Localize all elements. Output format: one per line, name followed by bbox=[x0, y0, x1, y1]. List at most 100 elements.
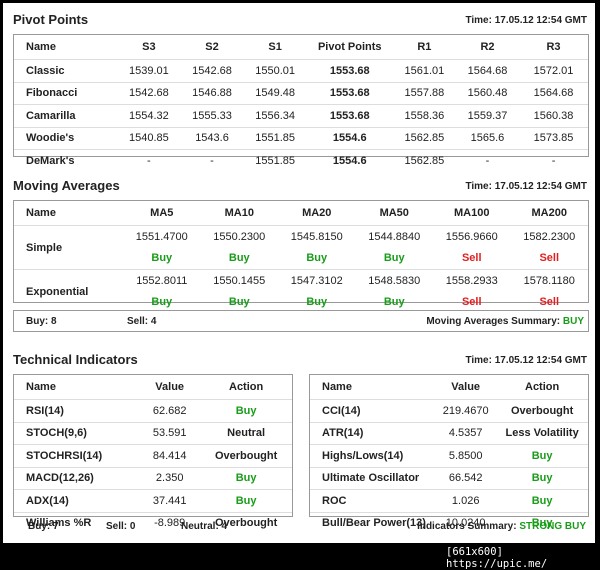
ti-action: Buy bbox=[200, 489, 292, 512]
ti-row: ATR(14) 4.5357 Less Volatility bbox=[310, 421, 588, 445]
ma-action: Buy bbox=[151, 252, 173, 265]
ma-summary-buy: Buy: 8 bbox=[26, 316, 57, 327]
pivot-cell: 1553.68 bbox=[306, 59, 393, 82]
ti-action: Overbought bbox=[200, 511, 292, 534]
ma-value: 1545.8150 bbox=[278, 225, 356, 248]
ti-action: Overbought bbox=[200, 444, 292, 467]
ma-row-exponential-actions: Buy Buy Buy Buy Sell Sell bbox=[14, 292, 588, 314]
ti-value: 84.414 bbox=[139, 444, 201, 467]
ma-value: 1547.3102 bbox=[278, 269, 356, 292]
ti-value: 5.8500 bbox=[435, 444, 497, 467]
ma-summary-sell: Sell: 4 bbox=[127, 316, 157, 327]
pivot-cell: 1564.68 bbox=[519, 81, 588, 105]
pivot-row-name: Woodie's bbox=[14, 126, 118, 150]
ti-value: 62.682 bbox=[139, 399, 201, 422]
ma-value: 1556.9660 bbox=[432, 225, 511, 248]
pivot-cell: - bbox=[455, 149, 520, 172]
pivot-cell: 1562.85 bbox=[392, 149, 456, 172]
ti-action: Buy bbox=[496, 511, 588, 534]
ti-row: STOCHRSI(14) 84.414 Overbought bbox=[14, 444, 292, 467]
pivot-cell: 1564.68 bbox=[455, 59, 520, 82]
pivot-row: Classic 1539.01 1542.68 1550.01 1553.68 1561.… bbox=[14, 59, 588, 82]
ma-header-4: MA50 bbox=[379, 207, 409, 219]
ti-name: Bull/Bear Power(13) bbox=[310, 511, 436, 534]
pivot-cell: 1540.85 bbox=[117, 126, 181, 150]
ti-action: Neutral bbox=[200, 421, 292, 445]
ma-value: 1582.2300 bbox=[510, 225, 588, 248]
ma-row-simple-label: Simple bbox=[14, 225, 124, 270]
ti-summary-neutral: Neutral: 4 bbox=[181, 521, 228, 532]
ti-value: 1.026 bbox=[435, 489, 497, 512]
ti-value: 53.591 bbox=[139, 421, 201, 445]
ti-row: Highs/Lows(14) 5.8500 Buy bbox=[310, 444, 588, 467]
ma-row-simple-values: Simple 1551.4700 1550.2300 1545.8150 1544.88… bbox=[14, 225, 588, 270]
pivot-cell: 1556.34 bbox=[243, 104, 307, 127]
pivot-cell: 1542.68 bbox=[180, 59, 244, 82]
pivot-header-2: S2 bbox=[205, 41, 219, 53]
ti-action: Buy bbox=[496, 444, 588, 467]
pivot-row-name: DeMark's bbox=[14, 149, 118, 172]
pivot-cell: - bbox=[117, 149, 181, 172]
ti-row: ADX(14) 37.441 Buy bbox=[14, 489, 292, 512]
pivot-row-name: Camarilla bbox=[14, 104, 118, 127]
pivot-cell: 1562.85 bbox=[392, 126, 456, 150]
pivot-table: Name S3 S2 S1 Pivot Points R1 R2 R3 Classic 1539… bbox=[14, 35, 588, 172]
pivot-title: Pivot Points bbox=[13, 12, 89, 27]
ma-action: Buy bbox=[383, 296, 405, 309]
ti-value: 10.0240 bbox=[435, 511, 497, 534]
ti-left-box: Name Value Action RSI(14) 62.682 Buy STOCH(9,… bbox=[13, 374, 293, 534]
pivot-cell: 1553.68 bbox=[306, 104, 393, 127]
pivot-cell: 1539.01 bbox=[117, 59, 181, 82]
pivot-cell: 1550.01 bbox=[243, 59, 307, 82]
ma-action: Buy bbox=[306, 252, 328, 265]
ti-right-table: Name Value Action CCI(14) 219.4670 Overbough… bbox=[310, 375, 588, 534]
pivot-cell: 1551.85 bbox=[243, 149, 307, 172]
pivot-header-3: S1 bbox=[268, 41, 282, 53]
ti-title: Technical Indicators bbox=[13, 352, 138, 367]
ma-summary: Moving Averages Summary: BUY bbox=[426, 316, 584, 327]
pivot-row-name: Classic bbox=[14, 59, 118, 82]
pivot-row-name: Fibonacci bbox=[14, 81, 118, 105]
ti-left-header-2: Action bbox=[229, 381, 264, 393]
ti-name: STOCHRSI(14) bbox=[14, 444, 140, 467]
ma-table-box: Name MA5 MA10 MA20 MA50 MA100 MA200 Simple 1551… bbox=[13, 200, 589, 313]
pivot-cell: 1557.88 bbox=[392, 81, 456, 105]
pivot-cell: 1558.36 bbox=[392, 104, 456, 127]
ma-value: 1558.2933 bbox=[432, 269, 511, 292]
ti-action: Buy bbox=[200, 466, 292, 490]
ma-action: Sell bbox=[461, 252, 482, 265]
pivot-header-7: R3 bbox=[546, 41, 561, 53]
ti-summary: Indicators Summary: STRONG BUY bbox=[417, 521, 586, 532]
pivot-time: Time: 17.05.12 12:54 GMT bbox=[465, 15, 587, 26]
pivot-header-4: Pivot Points bbox=[317, 41, 382, 53]
pivot-header-1: S3 bbox=[142, 41, 156, 53]
pivot-cell: 1554.6 bbox=[306, 149, 393, 172]
ti-summary-buy: Buy: 7 bbox=[28, 521, 59, 532]
pivot-cell: - bbox=[180, 149, 244, 172]
ti-row: STOCH(9,6) 53.591 Neutral bbox=[14, 421, 292, 445]
pivot-cell: 1555.33 bbox=[180, 104, 244, 127]
ma-row-exponential-values: Exponential 1552.8011 1550.1455 1547.3102 15… bbox=[14, 269, 588, 313]
ma-value: 1552.8011 bbox=[123, 269, 201, 292]
pivot-header-0: Name bbox=[26, 41, 56, 53]
ma-value: 1578.1180 bbox=[510, 269, 588, 292]
ma-summary-value: BUY bbox=[562, 316, 584, 327]
ma-value: 1550.2300 bbox=[200, 225, 279, 248]
ti-row: Ultimate Oscillator 66.542 Buy bbox=[310, 466, 588, 490]
ti-action: Less Volatility bbox=[496, 421, 588, 445]
ti-name: RSI(14) bbox=[14, 399, 140, 422]
ma-header-1: MA5 bbox=[150, 207, 174, 219]
ti-value: -8.989 bbox=[139, 511, 201, 534]
pivot-row: Woodie's 1540.85 1543.6 1551.85 1554.6 1562.8… bbox=[14, 126, 588, 150]
pivot-header-5: R1 bbox=[417, 41, 432, 53]
ti-row: Bull/Bear Power(13) 10.0240 Buy bbox=[310, 511, 588, 534]
ti-value: 2.350 bbox=[139, 466, 201, 490]
ti-name: Highs/Lows(14) bbox=[310, 444, 436, 467]
ma-table: Name MA5 MA10 MA20 MA50 MA100 MA200 Simple 1551… bbox=[14, 201, 588, 313]
ma-row-simple-actions: Buy Buy Buy Buy Sell Sell bbox=[14, 248, 588, 270]
ti-name: MACD(12,26) bbox=[14, 466, 140, 490]
ma-action: Buy bbox=[306, 296, 328, 309]
ti-action: Buy bbox=[496, 466, 588, 490]
ma-summary-label: Moving Averages Summary: bbox=[426, 316, 561, 327]
pivot-cell: 1553.68 bbox=[306, 81, 393, 105]
